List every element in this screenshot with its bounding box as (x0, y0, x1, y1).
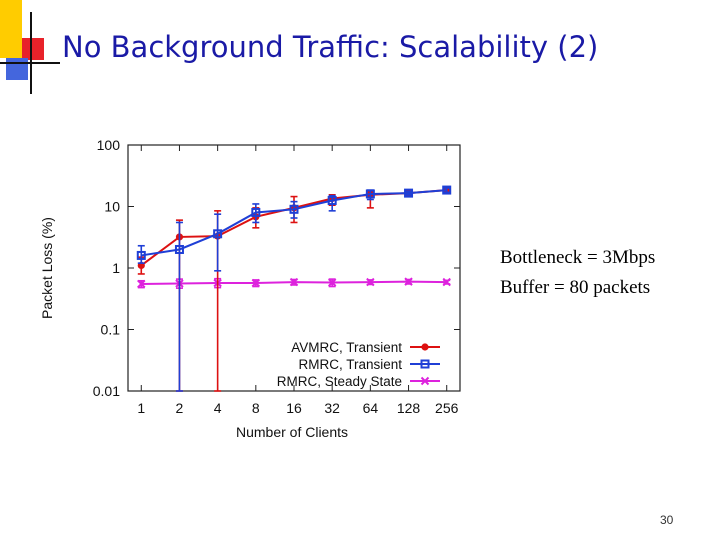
page-number: 30 (660, 513, 674, 527)
series-line (141, 189, 447, 257)
series-rmrc-steady-state (137, 277, 451, 289)
buffer-note: Buffer = 80 packets (500, 277, 651, 298)
series-rmrc-transient (136, 185, 452, 392)
data-point (442, 185, 452, 195)
red-square (22, 38, 44, 60)
legend-label: AVMRC, Transient (291, 340, 402, 355)
y-axis-label: Packet Loss (%) (39, 217, 55, 319)
legend-marker (420, 359, 430, 369)
data-point (365, 189, 375, 199)
x-tick-label: 256 (435, 400, 459, 416)
x-tick-label: 32 (324, 400, 340, 416)
x-tick-label: 8 (252, 400, 260, 416)
bottleneck-note: Bottleneck = 3Mbps (500, 247, 656, 268)
y-tick-label: 0.01 (93, 383, 120, 399)
data-point (289, 204, 299, 214)
x-tick-label: 4 (214, 400, 222, 416)
y-tick-label: 10 (104, 199, 120, 215)
data-point (327, 278, 337, 287)
slide-title: No Background Traffic: Scalability (2) (62, 30, 599, 64)
packet-loss-chart: 0.01 0.1 1 10 100 1 2 4 8 16 32 64 128 256 AVMRC, Tr… (39, 137, 461, 440)
legend-label: RMRC, Transient (298, 357, 402, 372)
x-tick-label: 128 (397, 400, 421, 416)
y-tick-label: 1 (112, 260, 120, 276)
x-axis-ticks: 1 2 4 8 16 32 64 128 256 (137, 145, 459, 416)
data-point (251, 278, 261, 288)
data-point (289, 277, 299, 287)
data-point (404, 188, 414, 198)
data-point (366, 277, 375, 287)
x-tick-label: 1 (137, 400, 145, 416)
y-tick-label: 100 (97, 137, 121, 153)
legend-marker (420, 376, 430, 386)
y-tick-label: 0.1 (101, 322, 121, 338)
data-point (174, 244, 184, 254)
data-point (136, 250, 146, 260)
x-axis-label: Number of Clients (236, 424, 348, 440)
vertical-rule (30, 12, 32, 94)
x-tick-label: 64 (363, 400, 379, 416)
data-point (327, 196, 337, 206)
horizontal-rule (0, 62, 60, 64)
series-layer (136, 185, 452, 392)
x-tick-label: 16 (286, 400, 302, 416)
data-point (442, 277, 451, 287)
data-point (137, 279, 146, 289)
legend-label: RMRC, Steady State (277, 374, 402, 389)
legend-marker (421, 343, 429, 351)
data-point (404, 277, 413, 286)
y-axis-ticks: 0.01 0.1 1 10 100 (93, 137, 460, 399)
x-tick-label: 2 (176, 400, 184, 416)
data-point (213, 229, 223, 239)
data-point (251, 207, 261, 217)
legend: AVMRC, Transient RMRC, Transient RMRC, Ste… (277, 340, 440, 389)
yellow-block (0, 0, 22, 58)
